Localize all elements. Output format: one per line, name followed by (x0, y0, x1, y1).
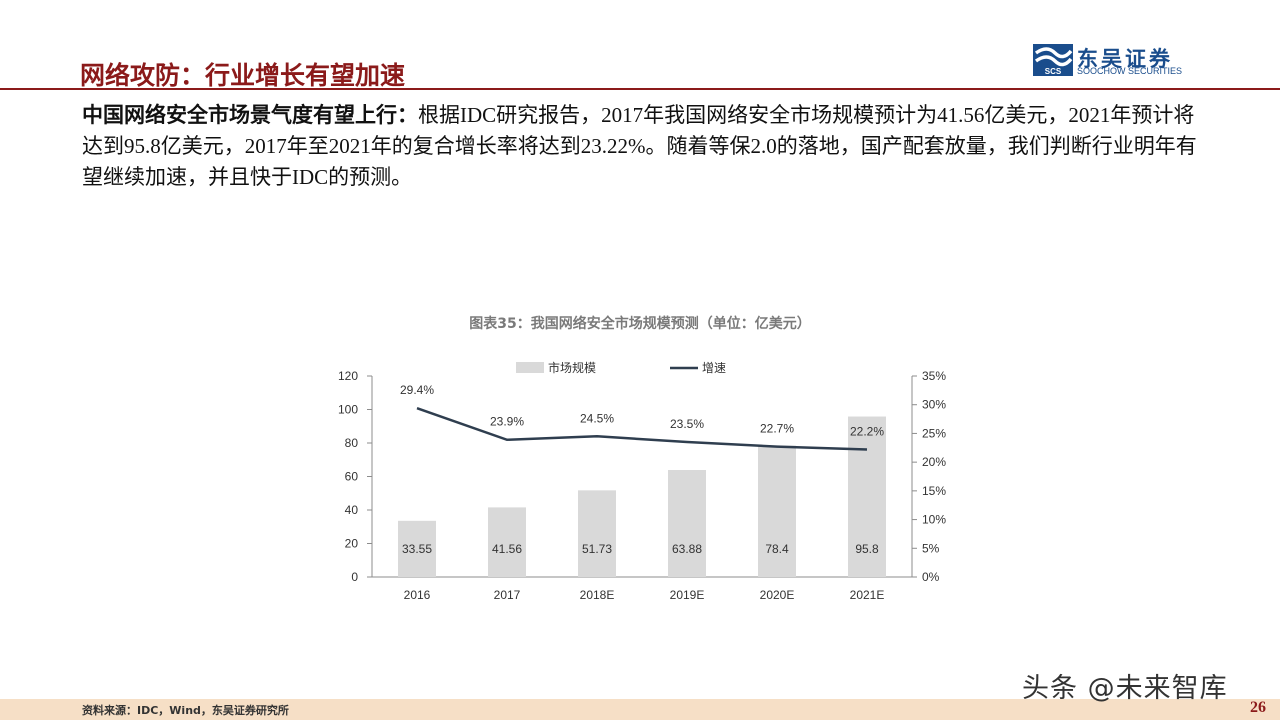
bar-label: 95.8 (855, 542, 879, 556)
growth-rate-line (416, 406, 868, 451)
left-tick-label: 100 (338, 403, 358, 417)
left-tick-label: 60 (345, 470, 359, 484)
logo-mark-icon: SCS (1033, 44, 1073, 76)
x-tick-label: 2017 (494, 588, 521, 602)
line-label: 23.5% (670, 417, 704, 431)
bar-2020E (758, 445, 796, 577)
title-divider (0, 88, 1280, 90)
right-tick-label: 0% (922, 570, 940, 584)
bar-label: 78.4 (765, 542, 789, 556)
logo-text-cn: 东吴证券 (1077, 47, 1173, 71)
right-tick-label: 35% (922, 369, 946, 383)
right-tick-label: 5% (922, 541, 940, 555)
x-tick-label: 2019E (670, 588, 705, 602)
right-tick-label: 15% (922, 484, 946, 498)
right-tick-label: 20% (922, 455, 946, 469)
bar-2017 (488, 507, 526, 577)
left-tick-label: 40 (345, 503, 359, 517)
line-label: 24.5% (580, 411, 614, 425)
company-logo: SCS 东吴证券 SOOCHOW SECURITIES (1033, 44, 1218, 78)
page-title: 网络攻防：行业增长有望加速 (80, 61, 406, 90)
left-tick-label: 120 (338, 369, 358, 383)
left-tick-label: 80 (345, 436, 359, 450)
market-size-chart: 0 20 40 60 80 100 120 0% 5% 10% 15% 20% 25% 30% 35% 33.… (338, 360, 946, 602)
line-label: 23.9% (490, 415, 524, 429)
bar-label: 51.73 (582, 542, 612, 556)
right-tick-label: 10% (922, 513, 946, 527)
footer-bar (0, 699, 1280, 720)
legend-bar-label: 市场规模 (548, 360, 596, 375)
line-label: 22.7% (760, 422, 794, 436)
x-tick-label: 2016 (404, 588, 431, 602)
footer-source: 资料来源：IDC，Wind，东吴证券研究所 (82, 704, 289, 717)
right-tick-label: 25% (922, 426, 946, 440)
line-label: 22.2% (850, 425, 884, 439)
intro-lead: 中国网络安全市场景气度有望上行： (82, 103, 418, 127)
bar-label: 63.88 (672, 542, 702, 556)
legend-line-label: 增速 (702, 361, 726, 375)
right-tick-label: 30% (922, 398, 946, 412)
page-number: 26 (1250, 699, 1266, 716)
logo-text-en: SOOCHOW SECURITIES (1077, 66, 1183, 76)
chart-caption: 图表35：我国网络安全市场规模预测（单位：亿美元） (469, 316, 811, 332)
intro-body: 根据IDC研究报告，2017年我国网络安全市场规模预计为41.56亿美元，202… (82, 103, 1197, 189)
bar-2018E (578, 490, 616, 577)
left-tick-label: 0 (351, 570, 358, 584)
intro-paragraph: 中国网络安全市场景气度有望上行：根据IDC研究报告，2017年我国网络安全市场规… (82, 100, 1212, 193)
bar-2016 (398, 520, 436, 577)
left-tick-label: 20 (345, 537, 359, 551)
line-label: 29.4% (400, 383, 434, 397)
legend-bar-swatch (516, 362, 544, 373)
x-tick-label: 2020E (760, 588, 795, 602)
bar-2021E (848, 416, 886, 577)
bar-2019E (668, 470, 706, 577)
x-tick-label: 2018E (580, 588, 615, 602)
watermark: 头条 @未来智库 (1022, 673, 1228, 704)
bar-label: 33.55 (402, 542, 432, 556)
x-tick-label: 2021E (850, 588, 885, 602)
bar-label: 41.56 (492, 542, 522, 556)
logo-mark-text: SCS (1045, 67, 1062, 76)
